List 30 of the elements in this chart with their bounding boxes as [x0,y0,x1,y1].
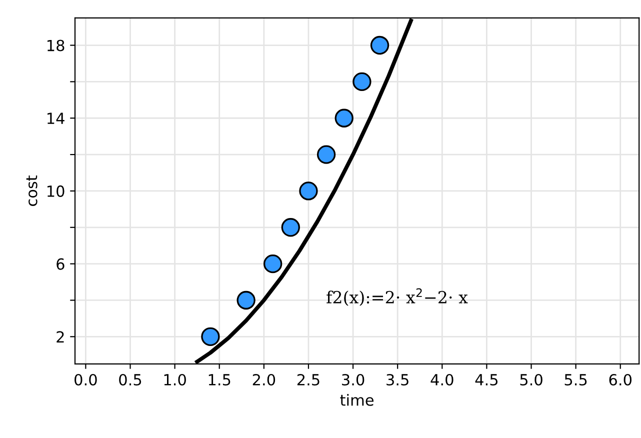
x-tick-label: 2.5 [297,374,320,386]
x-tick-label: 1.5 [208,374,230,386]
y-tick-label: 6 [56,258,64,270]
x-tick-label: 4.5 [475,374,498,386]
x-tick-label: 1.0 [164,374,186,386]
point [370,36,390,55]
y-tick-label: 10 [48,185,64,197]
x-tick-label: 2.0 [252,374,276,386]
y-tick-label: 2 [56,331,64,342]
point [334,108,354,128]
point [352,72,372,92]
x-tick-label: 6.0 [609,374,632,386]
x-tick-label: 5.5 [564,374,587,386]
x-tick-label: 3.0 [342,374,364,386]
y-tick-label: 18 [48,40,64,52]
point [299,182,318,200]
y-tick-label: 14 [48,112,64,124]
x-tick-label: 5.0 [520,374,542,386]
x-tick-label: 3.5 [386,374,408,386]
x-tick-label: 0.5 [119,374,142,386]
x-axis-title: time [340,394,374,406]
y-axis-title: cost [26,175,38,206]
x-tick-label: 4.0 [430,374,454,386]
point [236,290,256,310]
point [281,218,300,237]
point [263,254,282,274]
point [316,145,336,164]
x-tick-label: 0.0 [74,374,97,386]
point [201,327,220,346]
annotation: f2(x):=2· x$^{2}$−2· x [326,288,468,306]
